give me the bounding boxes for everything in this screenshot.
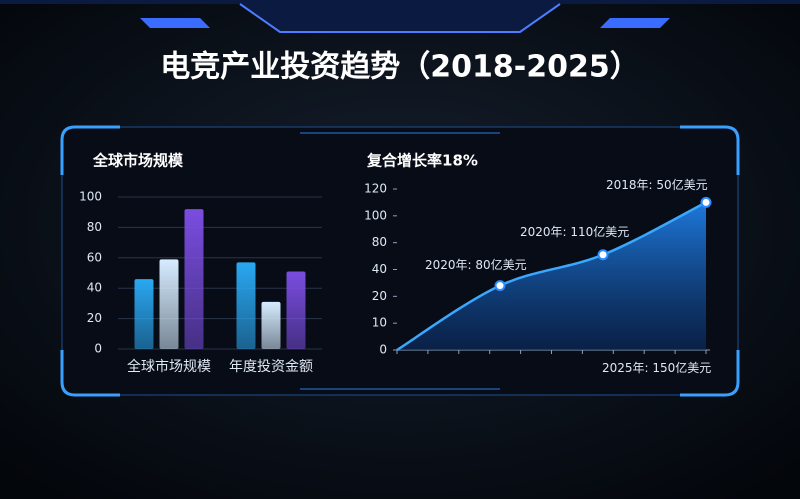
x-tick-label: 年度投资金额 bbox=[229, 359, 313, 375]
x-tick-label: 全球市场规模 bbox=[127, 358, 211, 375]
y-tick-label: 0 bbox=[379, 343, 387, 357]
y-tick-label: 10 bbox=[372, 316, 387, 330]
y-tick-label: 60 bbox=[87, 250, 102, 264]
y-tick-label: 40 bbox=[87, 281, 102, 295]
bar bbox=[184, 209, 204, 349]
page-title: 电竞产业投资趋势（2018-2025） bbox=[160, 50, 639, 85]
bar bbox=[261, 301, 281, 349]
y-tick-label: 100 bbox=[364, 208, 387, 222]
point bbox=[494, 280, 506, 292]
annotation: 2025年: 150亿美元 bbox=[602, 360, 711, 375]
bar bbox=[236, 262, 256, 349]
y-tick-label: 0 bbox=[94, 342, 102, 356]
y-tick-label: 20 bbox=[87, 311, 102, 325]
annotation: 2020年: 110亿美元 bbox=[520, 224, 629, 239]
chart-title: 全球市场规模 bbox=[92, 152, 184, 170]
annotation: 2020年: 80亿美元 bbox=[425, 257, 527, 272]
area bbox=[397, 202, 706, 350]
y-tick-label: 20 bbox=[372, 289, 387, 303]
chart-title: 复合增长率18% bbox=[366, 152, 478, 170]
bar bbox=[286, 271, 306, 349]
bar bbox=[159, 259, 179, 349]
bar bbox=[134, 279, 154, 349]
point bbox=[700, 196, 712, 208]
top-decor bbox=[0, 0, 800, 33]
y-tick-label: 120 bbox=[364, 182, 387, 196]
line bbox=[396, 201, 707, 352]
y-tick-label: 80 bbox=[87, 220, 102, 234]
annotation: 2018年: 50亿美元 bbox=[606, 177, 708, 192]
y-tick-label: 100 bbox=[79, 190, 102, 204]
y-tick-label: 80 bbox=[372, 235, 387, 249]
point bbox=[597, 249, 609, 261]
y-tick-label: 40 bbox=[372, 262, 387, 276]
